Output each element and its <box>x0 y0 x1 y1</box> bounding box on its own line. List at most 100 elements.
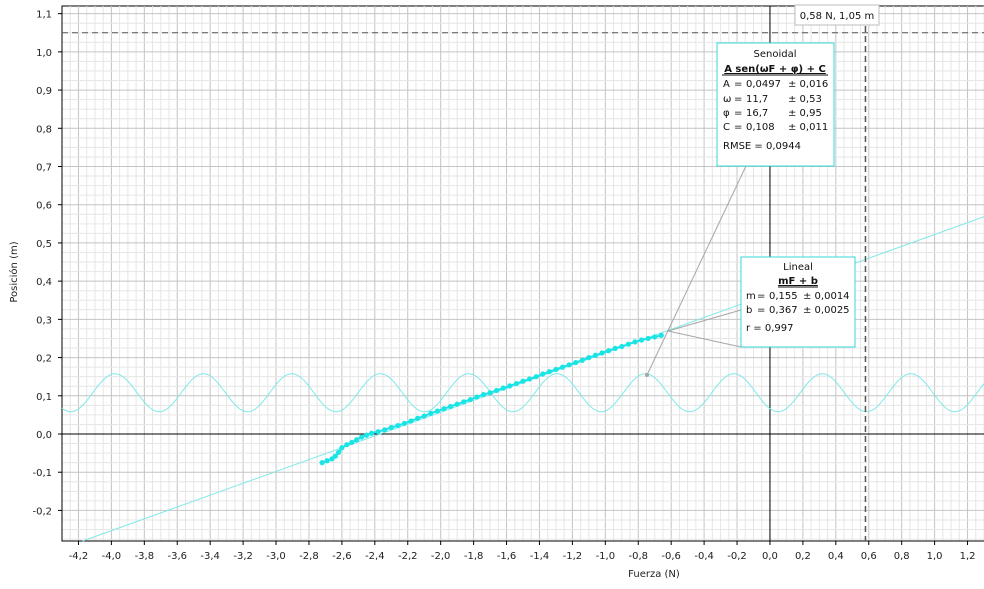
x-tick-label: -1,6 <box>497 551 517 562</box>
data-point <box>339 445 345 451</box>
data-point <box>658 332 664 339</box>
x-tick-label: -3,8 <box>135 551 155 562</box>
data-point <box>507 383 513 389</box>
sine-param-c-error: ± 0,011 <box>788 122 828 133</box>
y-tick-label: 1,0 <box>36 48 52 59</box>
linear-fit-box[interactable]: Lineal mF + b m = 0,155 ± 0,0014 b = 0,3… <box>740 256 856 348</box>
data-point <box>606 348 612 354</box>
data-point <box>428 410 434 416</box>
x-axis-title: Fuerza (N) <box>628 569 680 580</box>
x-tick-label: 0,0 <box>762 551 778 562</box>
data-point <box>573 359 579 366</box>
linear-box-leader-line-bottom <box>667 330 742 348</box>
x-tick-label: -1,4 <box>530 551 550 562</box>
linear-fit-r: r = 0,997 <box>746 323 793 334</box>
y-tick-label: -0,2 <box>32 506 52 517</box>
data-point <box>324 458 330 464</box>
x-tick-label: -2,4 <box>365 551 385 562</box>
sine-fit-rmse: RMSE = 0,0944 <box>723 141 801 152</box>
y-tick-label: 0,7 <box>36 163 52 174</box>
data-point <box>474 394 480 400</box>
x-tick-label: -2,2 <box>398 551 418 562</box>
x-tick-label: -0,8 <box>628 551 648 562</box>
data-point <box>349 439 355 446</box>
data-point <box>494 387 500 394</box>
x-tick-label: -2,0 <box>431 551 451 562</box>
data-point <box>586 354 592 361</box>
data-point <box>652 334 658 340</box>
data-point <box>645 335 651 342</box>
sine-param-phi-label: φ <box>723 108 730 119</box>
sine-fit-box[interactable]: Senoidal A sen(ωF + φ) + C A = 0,0497 ± … <box>716 42 835 167</box>
x-tick-label: -3,0 <box>266 551 286 562</box>
linear-fit-box-frame <box>740 256 856 348</box>
x-tick-label: -2,8 <box>299 551 319 562</box>
linear-box-leader-line-top <box>667 309 742 332</box>
sine-fit-title: Senoidal <box>754 49 797 60</box>
data-point <box>599 350 605 356</box>
sine-param-a-label: A <box>723 79 730 90</box>
data-point <box>559 364 566 370</box>
crosshair-readout-text: 0,58 N, 1,05 m <box>800 11 874 22</box>
data-point <box>546 369 552 375</box>
x-tick-label: -0,2 <box>727 551 747 562</box>
data-point <box>388 424 394 431</box>
y-tick-label: 1,1 <box>36 10 52 21</box>
x-tick-label: -3,2 <box>233 551 253 562</box>
y-tick-label: 0,5 <box>36 239 52 250</box>
data-point <box>520 378 526 384</box>
x-tick-label: 0,4 <box>828 551 844 562</box>
sine-param-a-error: ± 0,016 <box>788 79 828 90</box>
sine-fit-formula: A sen(ωF + φ) + C <box>724 64 826 75</box>
data-point <box>408 418 414 424</box>
y-tick-label: 0,0 <box>36 430 52 441</box>
sine-param-a-value: 0,0497 <box>746 79 781 90</box>
data-point <box>553 366 559 373</box>
y-axis-title: Posición (m) <box>8 241 20 302</box>
sine-param-omega-eq: = <box>734 94 742 105</box>
y-tick-label: 0,2 <box>36 354 52 365</box>
y-tick-label: 0,4 <box>36 277 52 288</box>
data-point <box>319 460 325 466</box>
x-tick-label: -0,4 <box>694 551 714 562</box>
linear-param-m-eq: = <box>757 291 765 302</box>
x-tick-label: 0,8 <box>894 551 910 562</box>
data-point <box>434 408 440 414</box>
sine-param-omega-value: 11,7 <box>746 94 768 105</box>
data-point <box>336 449 342 455</box>
x-tick-label: -3,6 <box>167 551 187 562</box>
data-point <box>395 422 401 429</box>
data-point <box>566 362 572 368</box>
x-tick-label: -1,0 <box>596 551 616 562</box>
data-point <box>375 429 381 435</box>
x-tick-label: -0,6 <box>661 551 681 562</box>
data-point <box>500 385 506 391</box>
data-point <box>632 339 638 345</box>
data-point <box>354 437 360 443</box>
data-point <box>480 392 487 398</box>
data-point <box>421 413 427 419</box>
data-point <box>441 406 447 412</box>
data-point <box>612 345 618 351</box>
x-tick-label: 1,2 <box>960 551 976 562</box>
x-tick-label: -4,0 <box>102 551 122 562</box>
data-point <box>363 432 370 438</box>
sine-param-phi-value: 16,7 <box>746 108 768 119</box>
data-point <box>359 434 365 440</box>
linear-param-m-label: m <box>746 291 756 302</box>
data-point <box>332 453 338 459</box>
sine-param-phi-error: ± 0,95 <box>788 108 822 119</box>
tick-layer: -4,2 -4,0 -3,8 -3,6 -3,4 -3,2 -3,0 -2,8 -2,6 -2,4… <box>32 10 975 562</box>
sine-fit-curve <box>61 373 984 413</box>
data-point <box>540 371 546 377</box>
x-tick-label: -4,2 <box>69 551 89 562</box>
y-tick-label: 0,3 <box>36 315 52 326</box>
sine-leader-anchor <box>645 373 649 377</box>
linear-param-m-error: ± 0,0014 <box>803 291 850 302</box>
point-layer <box>319 332 664 466</box>
linear-fit-formula: mF + b <box>778 276 818 287</box>
data-point <box>619 343 625 350</box>
crosshair-readout: 0,58 N, 1,05 m <box>794 4 880 26</box>
sine-param-phi-eq: = <box>734 108 742 119</box>
